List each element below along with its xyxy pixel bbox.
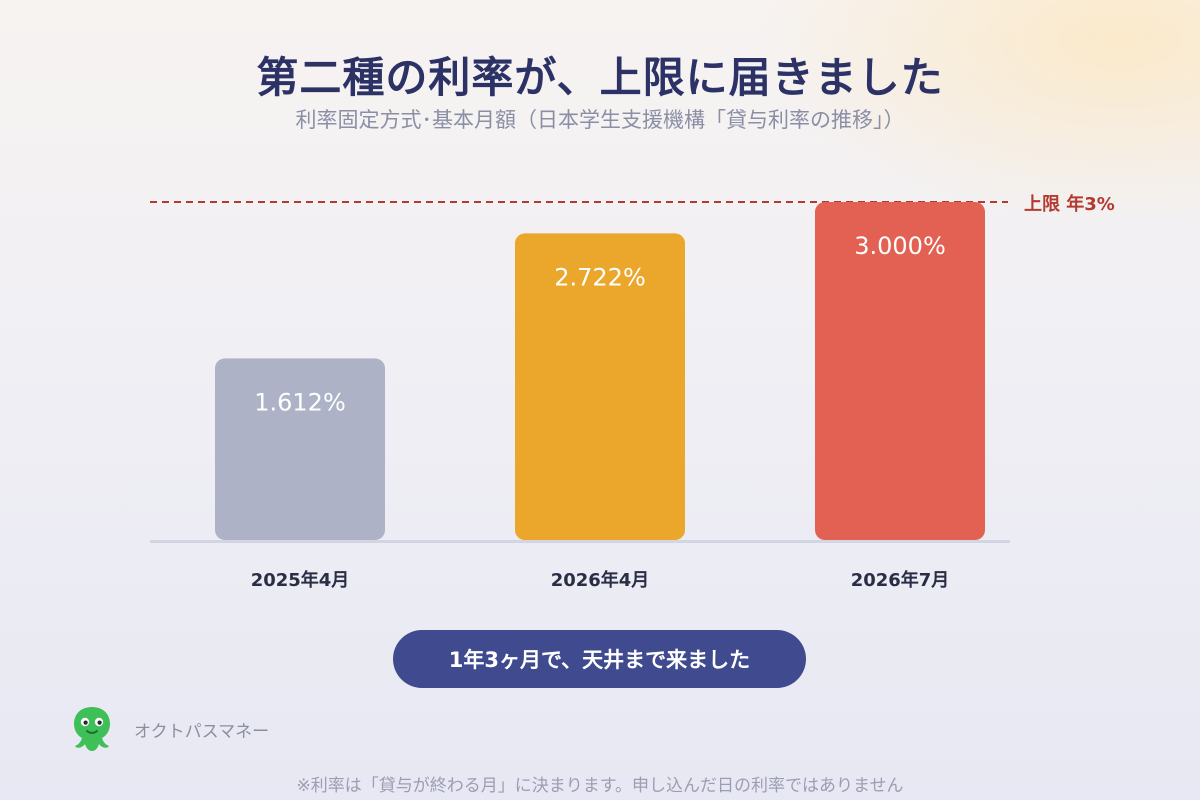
bar-value-label: 2.722% <box>554 263 646 291</box>
category-label: 2026年7月 <box>851 569 950 591</box>
bar <box>215 358 385 540</box>
bar <box>515 233 685 540</box>
octopus-icon <box>74 707 110 751</box>
bar-value-label: 1.612% <box>254 388 346 416</box>
bar <box>815 202 985 540</box>
category-label: 2025年4月 <box>251 569 350 591</box>
reference-line-label: 上限 年3% <box>1024 193 1115 215</box>
category-label: 2026年4月 <box>551 569 650 591</box>
page-subtitle: 利率固定方式･基本月額（日本学生支援機構「貸与利率の推移」） <box>295 108 905 132</box>
brand: オクトパスマネー <box>72 704 269 754</box>
callout-badge: 1年3ヶ月で、天井まで来ました <box>393 630 806 688</box>
brand-name: オクトパスマネー <box>134 721 270 742</box>
footnote: ※利率は「貸与が終わる月」に決まります。申し込んだ日の利率ではありません <box>296 776 904 796</box>
bar-value-label: 3.000% <box>854 232 946 260</box>
page-title: 第二種の利率が、上限に届きました <box>256 53 944 102</box>
